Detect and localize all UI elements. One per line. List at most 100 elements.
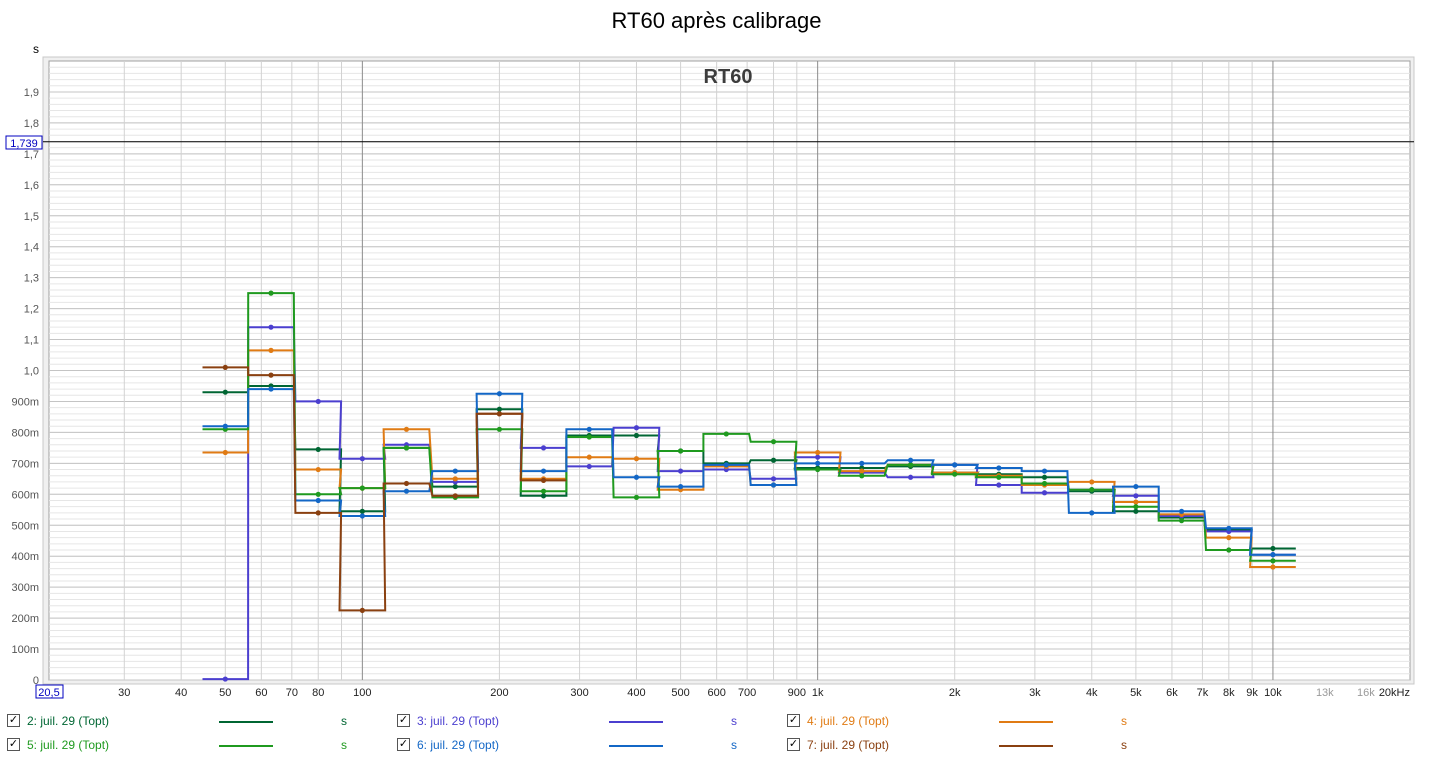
legend-item[interactable]: ✓ 3: juil. 29 (Topt) s [397,712,777,730]
y-tick-label: 1,6 [24,180,39,192]
legend: ✓ 2: juil. 29 (Topt) s ✓ 3: juil. 29 (Topt) s… [0,712,1433,761]
window-title: RT60 après calibrage [611,8,822,33]
legend-swatch [609,745,663,747]
series-6-point [907,457,914,463]
legend-label: 5: juil. 29 (Topt) [27,738,110,752]
series-checkbox[interactable]: ✓ [787,714,800,727]
x-tick-label: 60 [255,687,267,699]
x-tick-label: 30 [118,687,130,699]
series-2-point [540,493,547,499]
y-tick-label: 800m [11,427,39,439]
series-5-point [1089,487,1095,493]
series-6-point [496,391,503,397]
series-7-point [452,493,458,499]
series-5-point [1041,480,1048,487]
series-4-point [859,468,865,474]
series-6-point [723,462,729,468]
y-tick-label: 1,1 [24,335,39,347]
x-tick-label: 900 [788,687,806,699]
y-tick-label: 1,7 [24,149,39,161]
series-6-point [996,465,1002,471]
series-3-point [359,456,365,462]
series-5-point [1270,558,1276,564]
series-6-point [359,513,365,519]
x-tick-label: 80 [312,687,324,699]
y-tick-label: 1,9 [24,87,39,99]
series-3-point [315,398,321,405]
series-checkbox[interactable]: ✓ [397,714,410,727]
series-checkbox[interactable]: ✓ [397,738,410,751]
series-5-point [1133,504,1139,510]
rt60-chart[interactable]: 0 100m 200m 300m 400m 500m 600m 700m 800m 900m 1,0… [0,0,1433,712]
x-tick-label: 5k [1130,687,1142,699]
y-tick-label: 900m [11,396,39,408]
series-3-point [268,324,274,330]
series-6-point [586,426,592,432]
cursor-x-readout: 20,5 [38,687,59,699]
series-checkbox[interactable]: ✓ [787,738,800,751]
series-7-point [496,411,503,417]
legend-swatch [609,721,663,723]
series-5-point [677,448,684,454]
series-6-point [1270,552,1276,558]
x-tick-label: 400 [627,687,645,699]
y-tick-label: 1,4 [24,242,39,254]
series-6-point [1041,468,1048,474]
series-2-point [770,457,777,463]
x-tick-label: 700 [738,687,756,699]
series-6-point [677,483,684,490]
x-tick-label: 70 [286,687,298,699]
legend-unit: s [341,714,347,728]
series-6-point [268,386,274,392]
y-tick-label: 500m [11,520,39,532]
legend-unit: s [1121,714,1127,728]
series-5-point [815,466,821,473]
cursor-x-readout-box [35,684,64,699]
series-3-point [586,463,592,470]
series-7-point [540,477,547,483]
legend-item[interactable]: ✓ 4: juil. 29 (Topt) s [787,712,1167,730]
series-3-point [996,482,1002,488]
series-7-point [359,607,365,613]
series-4-point [268,347,274,353]
series-4-point [633,456,640,462]
legend-item[interactable]: ✓ 7: juil. 29 (Topt) s [787,736,1167,754]
series-5-point [1226,547,1232,553]
legend-unit: s [341,738,347,752]
series-6-point [222,423,228,429]
x-tick-label: 500 [671,687,689,699]
legend-label: 2: juil. 29 (Topt) [27,714,110,728]
series-6-point [1178,508,1185,514]
series-6-point [770,482,777,488]
series-2-point [1133,508,1139,514]
series-2-point [1270,545,1276,552]
x-tick-label: 10k [1264,687,1282,699]
x-tick-label: 2k [949,687,961,699]
legend-item[interactable]: ✓ 5: juil. 29 (Topt) s [7,736,387,754]
series-6-point [540,468,547,474]
series-4-point [1226,535,1232,541]
x-tick-label: 3k [1029,687,1041,699]
series-3-point [907,474,914,480]
legend-item[interactable]: ✓ 2: juil. 29 (Topt) s [7,712,387,730]
series-5-point [359,485,365,491]
series-5-point [633,494,640,500]
y-tick-label: 200m [11,613,39,625]
series-5-point [907,462,914,468]
series-checkbox[interactable]: ✓ [7,738,20,751]
legend-item[interactable]: ✓ 6: juil. 29 (Topt) s [397,736,777,754]
y-tick-label: 600m [11,489,39,501]
x-tick-label: 20kHz [1379,687,1410,699]
series-4-point [403,426,410,432]
x-tick-label: 9k [1246,687,1258,699]
legend-label: 4: juil. 29 (Topt) [807,714,890,728]
series-2-point [359,508,365,514]
series-5-point [496,426,503,432]
x-tick-label: 4k [1086,687,1098,699]
legend-swatch [999,721,1053,723]
series-2-point [452,483,458,490]
legend-unit: s [1121,738,1127,752]
series-checkbox[interactable]: ✓ [7,714,20,727]
series-4-point [1089,479,1095,485]
series-2-point [1041,474,1048,480]
